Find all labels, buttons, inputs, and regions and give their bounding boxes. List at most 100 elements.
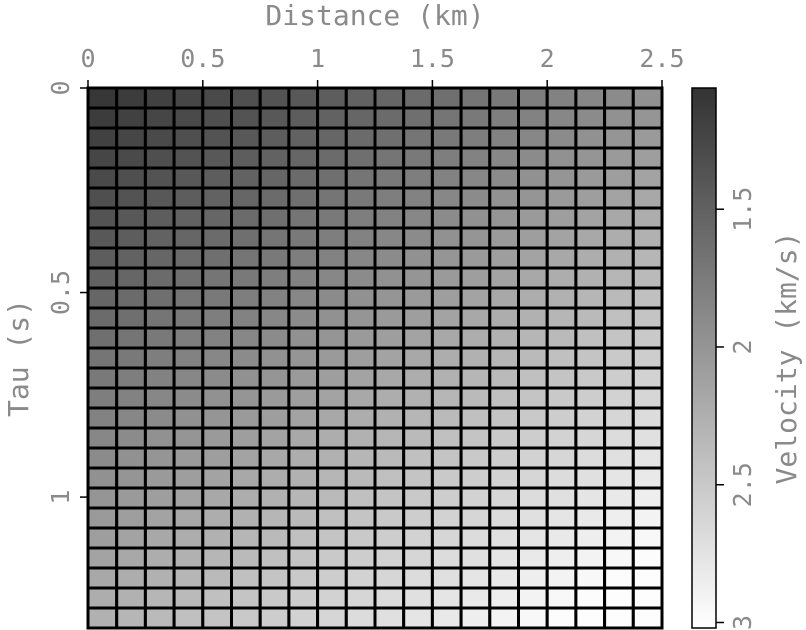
colorbar-tick-label: 2 [728,339,757,354]
cell [373,566,406,590]
cell [545,406,578,430]
cell [488,506,520,530]
cell [143,346,176,370]
cell [603,426,635,450]
cell [115,426,147,450]
cell [517,466,549,490]
cell [402,246,434,270]
cell [402,166,434,190]
cell [545,586,578,610]
cell [488,86,520,110]
cell [574,146,607,170]
cell [344,546,377,570]
cell [603,446,635,470]
cell [258,326,291,350]
cell [373,426,406,450]
cell [430,206,463,230]
cell [230,446,262,470]
cell [373,446,406,470]
colorbar-title: Velocity (km/s) [770,232,803,485]
cell [402,286,434,310]
cell [631,466,664,490]
x-tick-label: 0 [80,44,95,73]
cell [459,466,492,490]
cell [201,466,234,490]
cell [172,186,205,210]
cell [86,286,119,310]
cell [603,226,635,250]
cell [488,186,520,210]
cell [230,326,262,350]
cell [201,446,234,470]
cell [631,206,664,230]
cell [86,486,119,510]
cell [545,446,578,470]
cell [316,446,348,470]
cell [115,406,147,430]
cell [86,446,119,470]
cell [143,326,176,350]
cell [517,86,549,110]
cell [230,546,262,570]
cell [430,426,463,450]
cell [545,466,578,490]
cell [459,266,492,290]
cell [603,326,635,350]
cell [402,206,434,230]
cell [258,146,291,170]
cell [172,486,205,510]
cell [230,586,262,610]
y-axis-title: Tau (s) [2,299,35,417]
cell [430,606,463,630]
cell [86,106,119,130]
cell [115,86,147,110]
cell [603,166,635,190]
cell [488,486,520,510]
cell [86,226,119,250]
cell [631,586,664,610]
cell [402,406,434,430]
cell [344,366,377,390]
cell [287,406,320,430]
cell [459,206,492,230]
cell [459,426,492,450]
cell [517,106,549,130]
cell [488,206,520,230]
cell [143,386,176,410]
cell [143,366,176,390]
cell [517,266,549,290]
cell [115,226,147,250]
cell [459,606,492,630]
cell [488,566,520,590]
cell [430,466,463,490]
cell [373,186,406,210]
cell [402,226,434,250]
x-tick-label: 1.5 [410,44,455,73]
cell [373,506,406,530]
cell [201,406,234,430]
cell [545,86,578,110]
cell [545,346,578,370]
cell [430,506,463,530]
cell [201,606,234,630]
cell [86,406,119,430]
cell [201,206,234,230]
cell [488,246,520,270]
cell [258,346,291,370]
cell [402,306,434,330]
cell [287,86,320,110]
x-tick-label: 0.5 [180,44,225,73]
cell [603,506,635,530]
cell [201,326,234,350]
cell [631,126,664,150]
cell [402,346,434,370]
cell [143,606,176,630]
cell [344,446,377,470]
cell [86,326,119,350]
cell [115,546,147,570]
cell [545,146,578,170]
cell [287,126,320,150]
cell [316,466,348,490]
cell [545,206,578,230]
